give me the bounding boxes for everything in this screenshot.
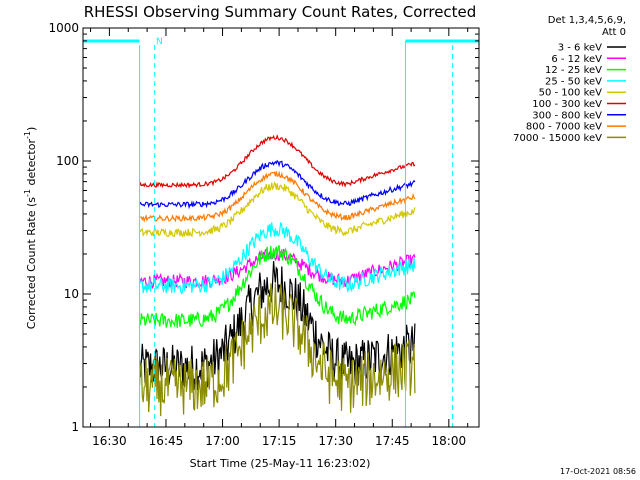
- legend-header-2: Att 0: [602, 27, 626, 38]
- series-line-3: [139, 222, 416, 295]
- series-line-0: [139, 261, 416, 391]
- x-axis-label: Start Time (25-May-11 16:23:02): [190, 457, 371, 470]
- legend-label-4: 50 - 100 keV: [539, 88, 603, 99]
- x-tick-label-1: 16:45: [149, 434, 184, 448]
- series-layer: [139, 134, 416, 417]
- attenuator-state-label: N: [156, 37, 163, 47]
- legend-label-1: 6 - 12 keV: [551, 54, 602, 65]
- y-tick-label-0: 1: [71, 420, 79, 434]
- timestamp: 17-Oct-2021 08:56: [560, 467, 636, 476]
- legend-label-0: 3 - 6 keV: [558, 43, 602, 54]
- series-line-2: [139, 245, 416, 328]
- legend-label-3: 25 - 50 keV: [545, 76, 602, 87]
- x-tick-label-5: 17:45: [375, 434, 410, 448]
- legend-label-5: 100 - 300 keV: [532, 99, 602, 110]
- y-axis-label: Corrected Count Rate (s-1 detector-1): [23, 127, 38, 330]
- x-tick-label-4: 17:30: [318, 434, 353, 448]
- x-tick-label-2: 17:00: [205, 434, 240, 448]
- night-interval-layer: [83, 39, 479, 427]
- series-line-4: [139, 181, 416, 238]
- y-tick-label-3: 1000: [48, 21, 79, 35]
- legend-label-7: 800 - 7000 keV: [526, 122, 602, 133]
- y-tick-label-2: 100: [56, 154, 79, 168]
- chart-title: RHESSI Observing Summary Count Rates, Co…: [84, 3, 477, 21]
- plot-frame: [82, 27, 480, 428]
- legend-label-6: 300 - 800 keV: [532, 110, 602, 121]
- series-line-7: [139, 170, 416, 223]
- legend-label-2: 12 - 25 keV: [545, 65, 602, 76]
- x-tick-label-3: 17:15: [262, 434, 297, 448]
- series-line-5: [139, 134, 416, 189]
- series-line-6: [139, 159, 416, 210]
- y-tick-label-1: 10: [64, 287, 79, 301]
- x-tick-label-6: 18:00: [432, 434, 467, 448]
- x-axis-ticks: 16:30 16:45 17:00 17:15 17:30 17:45 18:00: [90, 28, 469, 448]
- legend-label-8: 7000 - 15000 keV: [513, 133, 602, 144]
- legend-header-1: Det 1,3,4,5,6,9,: [548, 15, 626, 26]
- series-line-8: [139, 283, 416, 417]
- x-tick-label-0: 16:30: [92, 434, 127, 448]
- y-axis-ticks: 1 10 100 1000: [48, 21, 479, 434]
